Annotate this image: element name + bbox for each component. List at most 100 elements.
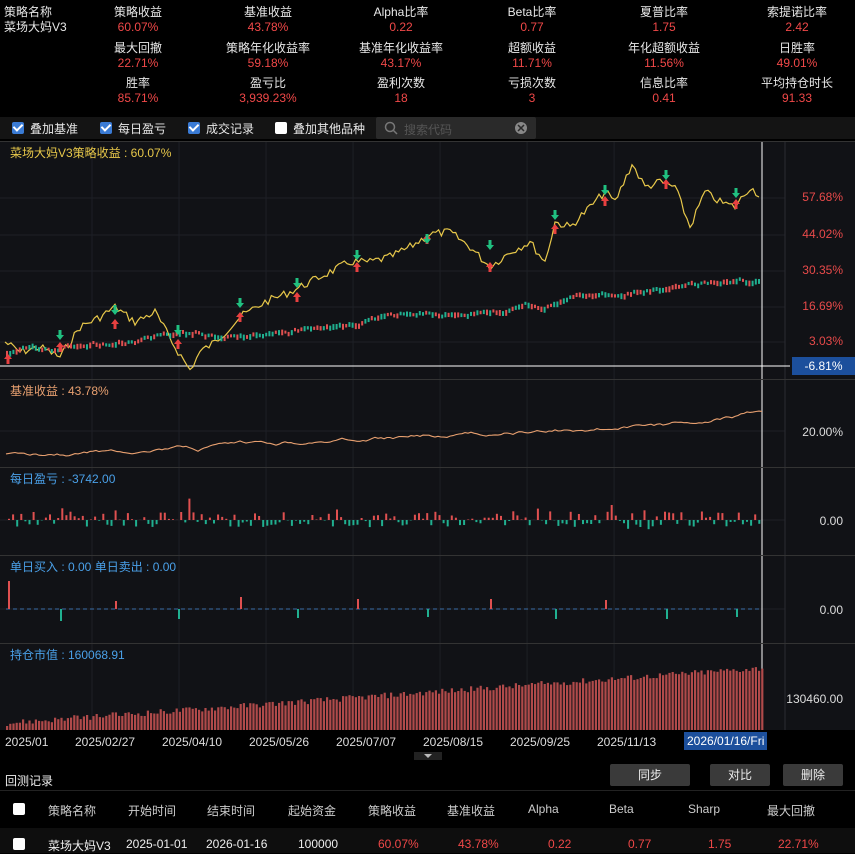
stat-label: 策略年化收益率 bbox=[218, 40, 318, 56]
stat-daily-win-rate: 日胜率 49.01% bbox=[752, 40, 842, 71]
position-bar bbox=[211, 708, 213, 731]
pnl-bar bbox=[607, 512, 609, 520]
pnl-bar bbox=[229, 520, 231, 526]
selected-date-marker: 2026/01/16/Fri bbox=[684, 732, 767, 750]
position-bar bbox=[118, 716, 120, 731]
pnl-bar bbox=[82, 516, 84, 520]
buy-arrow-icon bbox=[662, 179, 670, 189]
collapse-handle[interactable] bbox=[414, 752, 442, 760]
stat-excess-return: 超额收益 11.71% bbox=[492, 40, 572, 71]
sell-arrow-icon bbox=[486, 240, 494, 250]
buy-sell-chart[interactable]: 单日买入 : 0.00 单日卖出 : 0.00 0.00 bbox=[0, 555, 855, 643]
pnl-bar bbox=[307, 520, 309, 524]
benchmark-candle bbox=[361, 321, 363, 325]
pnl-bar bbox=[197, 520, 199, 522]
option-overlay-other[interactable]: 叠加其他品种 bbox=[275, 120, 365, 136]
position-bar bbox=[169, 714, 171, 731]
buy-arrow-icon bbox=[293, 292, 301, 302]
pnl-bar bbox=[168, 519, 170, 520]
pnl-bar bbox=[316, 520, 318, 521]
date-label: 2025/09/25 bbox=[510, 735, 570, 749]
benchmark-candle bbox=[12, 350, 14, 354]
clear-icon[interactable] bbox=[376, 117, 536, 139]
position-bar bbox=[275, 706, 277, 731]
sync-button[interactable]: 同步 bbox=[610, 764, 690, 786]
position-bar bbox=[406, 696, 408, 731]
stat-value: 18 bbox=[358, 91, 444, 106]
pnl-bar bbox=[492, 518, 494, 520]
date-label: 2025/07/07 bbox=[336, 735, 396, 749]
sell-arrow-icon bbox=[662, 170, 670, 180]
position-bar bbox=[505, 687, 507, 731]
position-bar bbox=[400, 693, 402, 731]
position-bar bbox=[371, 695, 373, 731]
benchmark-candle bbox=[723, 280, 725, 285]
backtest-records: 回测记录 同步 对比 删除 策略名称 开始时间 结束时间 起始资金 策略收益 基… bbox=[0, 760, 855, 853]
benchmark-candle bbox=[137, 339, 139, 343]
pnl-bar bbox=[500, 516, 502, 520]
benchmark-return-chart[interactable]: 基准收益 : 43.78% 20.00% bbox=[0, 379, 855, 467]
benchmark-candle bbox=[668, 286, 670, 292]
checkbox-checked-icon[interactable] bbox=[12, 122, 24, 134]
option-daily-pnl[interactable]: 每日盈亏 bbox=[100, 120, 166, 136]
delete-button[interactable]: 删除 bbox=[783, 764, 843, 786]
benchmark-candle bbox=[467, 314, 469, 319]
position-bar bbox=[678, 674, 680, 731]
position-bar bbox=[662, 675, 664, 731]
strategy-return-chart[interactable]: 菜场大妈V3策略收益 : 60.07% 57.68% 44.02% 30.35%… bbox=[0, 141, 855, 379]
benchmark-candle bbox=[9, 351, 11, 357]
pnl-bar bbox=[279, 520, 281, 522]
pnl-bar bbox=[697, 520, 699, 523]
checkbox-checked-icon[interactable] bbox=[100, 122, 112, 134]
pnl-bar bbox=[508, 520, 510, 521]
benchmark-candle bbox=[249, 334, 251, 340]
option-trade-records[interactable]: 成交记录 bbox=[188, 120, 254, 136]
header-end-time: 结束时间 bbox=[207, 802, 255, 819]
row-checkbox[interactable] bbox=[13, 838, 25, 850]
benchmark-candle bbox=[284, 331, 286, 334]
trade-bar bbox=[736, 609, 738, 617]
select-all-checkbox[interactable] bbox=[13, 803, 25, 815]
pnl-bar bbox=[439, 515, 441, 520]
daily-pnl-chart[interactable]: 每日盈亏 : -3742.00 0.00 bbox=[0, 467, 855, 555]
position-bar bbox=[393, 697, 395, 731]
benchmark-candle bbox=[169, 333, 171, 338]
buy-sell-axis-label: 0.00 bbox=[820, 603, 843, 617]
pnl-bar bbox=[545, 520, 547, 524]
position-bar bbox=[163, 711, 165, 731]
position-bar bbox=[422, 695, 424, 731]
benchmark-candle bbox=[736, 279, 738, 285]
search-box[interactable]: 搜索代码 bbox=[376, 117, 536, 139]
position-bar bbox=[489, 690, 491, 731]
benchmark-candle bbox=[460, 313, 462, 317]
position-bar bbox=[697, 672, 699, 731]
position-bar bbox=[432, 692, 434, 731]
compare-button[interactable]: 对比 bbox=[710, 764, 770, 786]
benchmark-candle bbox=[108, 344, 110, 347]
pnl-bar bbox=[701, 512, 703, 521]
pnl-bar bbox=[266, 520, 268, 526]
trade-bar bbox=[115, 601, 117, 609]
benchmark-candle bbox=[604, 292, 606, 297]
position-bar bbox=[496, 688, 498, 731]
pnl-bar bbox=[389, 519, 391, 521]
option-overlay-benchmark[interactable]: 叠加基准 bbox=[12, 120, 78, 136]
pnl-bar bbox=[754, 514, 756, 520]
pnl-bar bbox=[90, 520, 92, 521]
position-bar bbox=[102, 718, 104, 732]
position-value-chart[interactable]: 持仓市值 : 160068.91 130460.00 bbox=[0, 643, 855, 731]
pnl-bar bbox=[295, 520, 297, 521]
position-bar bbox=[412, 695, 414, 732]
checkbox-checked-icon[interactable] bbox=[188, 122, 200, 134]
position-bar bbox=[313, 699, 315, 731]
position-bar bbox=[294, 705, 296, 731]
header-sharp: Sharp bbox=[688, 802, 720, 816]
stat-benchmark-return: 基准收益 43.78% bbox=[228, 4, 308, 35]
pnl-bar bbox=[713, 520, 715, 524]
pnl-bar bbox=[459, 520, 461, 525]
position-bar bbox=[476, 688, 478, 731]
benchmark-candle bbox=[83, 345, 85, 349]
checkbox-unchecked-icon[interactable] bbox=[275, 122, 287, 134]
benchmark-candle bbox=[700, 282, 702, 285]
benchmark-candle bbox=[534, 305, 536, 308]
